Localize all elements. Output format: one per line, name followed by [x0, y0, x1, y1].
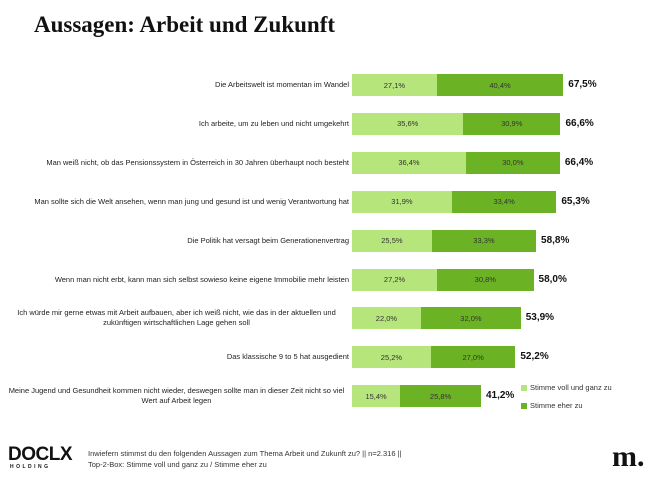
category-text: Meine Jugend und Gesundheit kommen nicht… [8, 386, 345, 406]
legend-entry: Stimme voll und ganz zu [521, 383, 612, 392]
category-label: Meine Jugend und Gesundheit kommen nicht… [4, 381, 349, 411]
bar-segment: 40,4% [436, 74, 564, 96]
value-label: 33,4% [493, 197, 515, 207]
value-label: 27,2% [383, 275, 406, 284]
bar-segment: 32,0% [420, 307, 522, 330]
total-label: 58,8% [541, 234, 570, 246]
legend-entry: Stimme eher zu [521, 401, 583, 410]
category-text: Man sollte sich die Welt ansehen, wenn m… [34, 196, 349, 206]
category-label: Die Arbeitswelt ist momentan im Wandel [4, 70, 349, 100]
category-label: Man weiß nicht, ob das Pensionssystem in… [4, 148, 349, 178]
bar-segment: 30,9% [463, 112, 561, 135]
bar-segment: 35,6% [352, 112, 464, 135]
category-text: Wenn man nicht erbt, kann man sich selbs… [54, 274, 349, 284]
value-label: 30,0% [502, 158, 524, 168]
legend-swatch [521, 384, 527, 391]
value-label: 25,2% [380, 352, 403, 362]
total-label: 67,5% [568, 79, 597, 90]
value-label: 32,0% [460, 313, 482, 323]
legend-swatch [521, 402, 527, 409]
bar-segment: 30,8% [437, 268, 534, 291]
value-label: 30,8% [474, 275, 496, 284]
total-label: 41,2% [485, 390, 515, 402]
category-label: Man sollte sich die Welt ansehen, wenn m… [4, 187, 349, 217]
bar-segment: 15,4% [352, 385, 401, 408]
value-label: 33,3% [473, 236, 495, 246]
legend-text: Stimme eher zu [530, 401, 583, 410]
value-label: 40,4% [489, 80, 511, 90]
value-label: 25,5% [381, 236, 403, 246]
legend-text: Stimme voll und ganz zu [530, 383, 612, 392]
logo-left-sub: HOLDING [10, 464, 51, 470]
value-label: 22,0% [375, 313, 398, 323]
category-label: Die Politik hat versagt beim Generatione… [4, 226, 349, 256]
value-label: 25,8% [429, 391, 452, 401]
bar-segment: 33,3% [431, 229, 537, 252]
bar-segment: 25,5% [352, 229, 432, 252]
bar-segment: 25,2% [352, 346, 431, 369]
footnote: Inwiefern stimmst du den folgenden Aussa… [88, 449, 402, 458]
value-label: 27,1% [383, 80, 406, 90]
total-label: 66,6% [565, 117, 594, 129]
logo-right: m. [612, 440, 645, 473]
category-text: Die Arbeitswelt ist momentan im Wandel [215, 80, 349, 89]
chart-title: Aussagen: Arbeit und Zukunft [34, 12, 336, 37]
bar-segment: 36,4% [352, 151, 466, 174]
value-label: 31,9% [391, 197, 413, 207]
total-label: 65,3% [561, 195, 590, 207]
value-label: 27,0% [462, 352, 484, 362]
logo-left: DOCLX [8, 444, 73, 465]
bar-segment: 33,4% [451, 190, 557, 213]
value-label: 35,6% [397, 119, 419, 129]
bar-segment: 27,1% [352, 74, 437, 96]
category-text: Ich arbeite, um zu leben und nicht umgek… [198, 118, 349, 128]
value-label: 30,9% [501, 119, 523, 129]
value-label: 15,4% [365, 391, 387, 401]
bar-segment: 22,0% [352, 307, 421, 330]
category-label: Ich arbeite, um zu leben und nicht umgek… [4, 109, 349, 139]
bar-segment: 30,0% [465, 151, 560, 174]
category-text: Man weiß nicht, ob das Pensionssystem in… [46, 157, 349, 167]
category-text: Die Politik hat versagt beim Generatione… [187, 235, 349, 245]
total-label: 52,2% [520, 351, 549, 363]
footnote: Top-2-Box: Stimme voll und ganz zu / Sti… [88, 460, 267, 469]
value-label: 36,4% [398, 158, 420, 168]
bar-segment: 25,8% [400, 385, 481, 408]
bar-segment: 31,9% [352, 190, 452, 213]
category-text: Ich würde mir gerne etwas mit Arbeit auf… [17, 308, 336, 328]
total-label: 66,4% [564, 156, 594, 168]
category-label: Wenn man nicht erbt, kann man sich selbs… [4, 265, 349, 295]
total-label: 58,0% [538, 273, 567, 285]
category-label: Ich würde mir gerne etwas mit Arbeit auf… [4, 303, 349, 333]
bar-segment: 27,0% [430, 346, 516, 369]
category-text: Das klassische 9 to 5 hat ausgedient [226, 352, 349, 362]
category-label: Das klassische 9 to 5 hat ausgedient [4, 342, 349, 372]
bar-segment: 27,2% [352, 268, 438, 291]
total-label: 53,9% [525, 312, 555, 324]
